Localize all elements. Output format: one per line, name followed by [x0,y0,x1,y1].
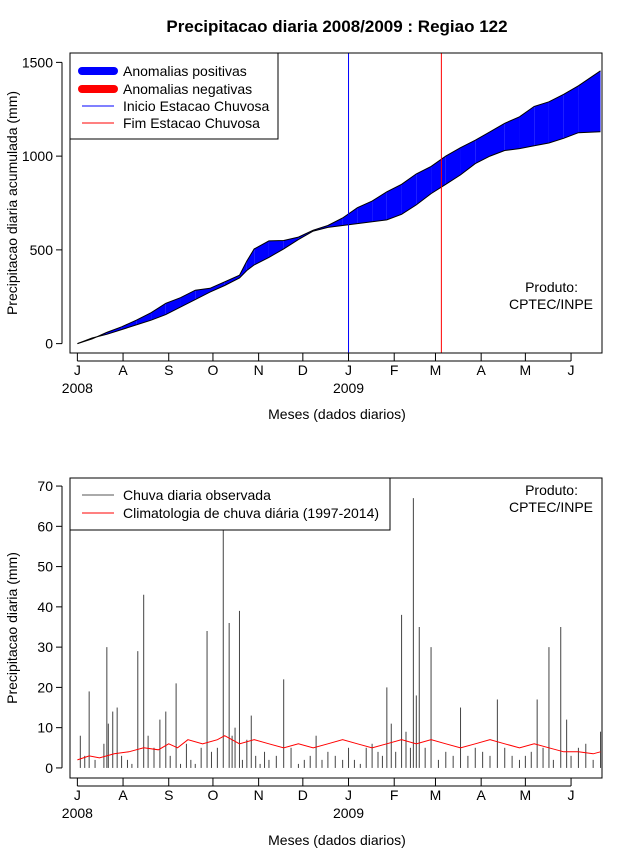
plot-frame [69,52,603,354]
positive-anomaly-segment [401,173,417,215]
month-tick-label: O [208,787,219,803]
month-tick-label: M [430,362,442,378]
y-tick-label: 60 [37,518,53,534]
month-tick-label: J [74,787,81,803]
positive-anomaly-segment [180,290,196,308]
positive-anomaly-segment [210,281,225,293]
month-tick-label: M [520,362,532,378]
month-tick-label: O [208,362,219,378]
year-label: 2009 [333,805,364,821]
legend: Chuva diaria observada Climatologia de c… [69,477,391,531]
positive-anomaly-segment [224,275,240,286]
observed-bars [79,498,602,768]
product-source: CPTEC/INPE [509,296,593,312]
month-tick-label: M [520,787,532,803]
year-label: 2008 [62,805,93,821]
positive-anomaly-segment [386,184,402,220]
legend-label-observed: Chuva diaria observada [123,487,271,503]
x-axis-label: Meses (dados diarios) [268,406,406,422]
month-tick-label: J [568,787,575,803]
positive-anomaly-segment [431,156,446,194]
month-tick-label: S [164,787,173,803]
y-tick-label: 1500 [22,54,53,70]
positive-anomaly-segment [357,201,373,224]
y-tick-label: 50 [37,559,53,575]
positive-anomaly-segment [475,131,490,164]
year-label: 2009 [333,380,364,396]
month-tick-label: S [164,362,173,378]
x-axis: J A S O N D J F M A M J 2008 2009 [62,353,575,396]
legend-label-end: Fim Estacao Chuvosa [123,115,260,131]
y-axis-label: Precipitacao diaria acumulada (mm) [4,91,20,315]
chart-title: Precipitacao diaria 2008/2009 : Regiao 1… [166,17,507,36]
product-label: Produto: [525,482,578,498]
series-lines [77,70,601,345]
month-tick-label: N [254,362,264,378]
legend-label-start: Inicio Estacao Chuvosa [123,98,270,114]
positive-anomaly-segment [504,116,520,151]
month-tick-label: J [345,787,352,803]
x-axis-label: Meses (dados diarios) [268,832,406,848]
y-tick-label: 0 [45,336,53,352]
month-tick-label: J [74,362,81,378]
legend-box [69,477,391,531]
legend-label-positive: Anomalias positivas [123,63,247,79]
observed-cumulative-line [77,70,601,345]
climatology-daily-line [77,735,601,761]
y-tick-label: 10 [37,720,53,736]
positive-anomaly-segment [268,240,284,258]
month-tick-label: M [430,787,442,803]
positive-anomaly-segment [342,207,358,226]
year-label: 2008 [62,380,93,396]
y-tick-label: 0 [45,760,53,776]
positive-anomaly-segment [195,288,210,300]
month-tick-label: A [118,787,128,803]
month-tick-label: D [298,787,308,803]
positive-anomaly-segment [548,94,564,143]
month-tick-label: N [254,787,264,803]
positive-anomaly-segment [534,101,549,146]
season-markers [348,53,442,353]
product-source: CPTEC/INPE [509,499,593,515]
y-tick-label: 30 [37,639,53,655]
y-tick-label: 20 [37,679,53,695]
cumulative-chart: Precipitacao diaria 2008/2009 : Regiao 1… [4,17,603,422]
positive-anomaly-segment [136,312,152,325]
month-tick-label: J [568,362,575,378]
month-tick-label: J [345,362,352,378]
positive-anomaly-segment [416,166,432,205]
positive-anomaly-segment [519,106,535,149]
y-tick-label: 40 [37,599,53,615]
climatology-line [77,735,601,761]
legend: Anomalias positivas Anomalias negativas … [69,52,279,140]
legend-label-negative: Anomalias negativas [123,81,252,97]
anomaly-areas [77,70,601,344]
y-axis: 0 500 1000 1500 [22,54,63,352]
climatology-cumulative-line [77,131,601,345]
positive-anomaly-segment [578,70,601,133]
month-tick-label: A [476,787,486,803]
daily-chart: 0 10 20 30 40 50 60 70 J A S O N D J F M A M J 2008 2009 Mes… [4,477,603,848]
month-tick-label: F [390,787,399,803]
product-label: Produto: [525,279,578,295]
y-tick-label: 500 [30,242,54,258]
positive-anomaly-segment [445,147,461,185]
positive-anomaly-segment [121,320,137,330]
month-tick-label: F [390,362,399,378]
month-tick-label: D [298,362,308,378]
y-tick-label: 1000 [22,148,53,164]
x-axis: J A S O N D J F M A M J 2008 2009 [62,778,575,821]
positive-anomaly-segment [563,85,579,139]
month-tick-label: A [118,362,128,378]
positive-anomaly-segment [246,248,255,271]
y-axis: 0 10 20 30 40 50 60 70 [37,478,63,776]
y-tick-label: 70 [37,478,53,494]
legend-label-climatology: Climatologia de chuva diária (1997-2014) [123,505,379,521]
month-tick-label: A [476,362,486,378]
positive-anomaly-segment [490,123,505,157]
y-axis-label: Precipitacao diaria (mm) [4,552,20,704]
